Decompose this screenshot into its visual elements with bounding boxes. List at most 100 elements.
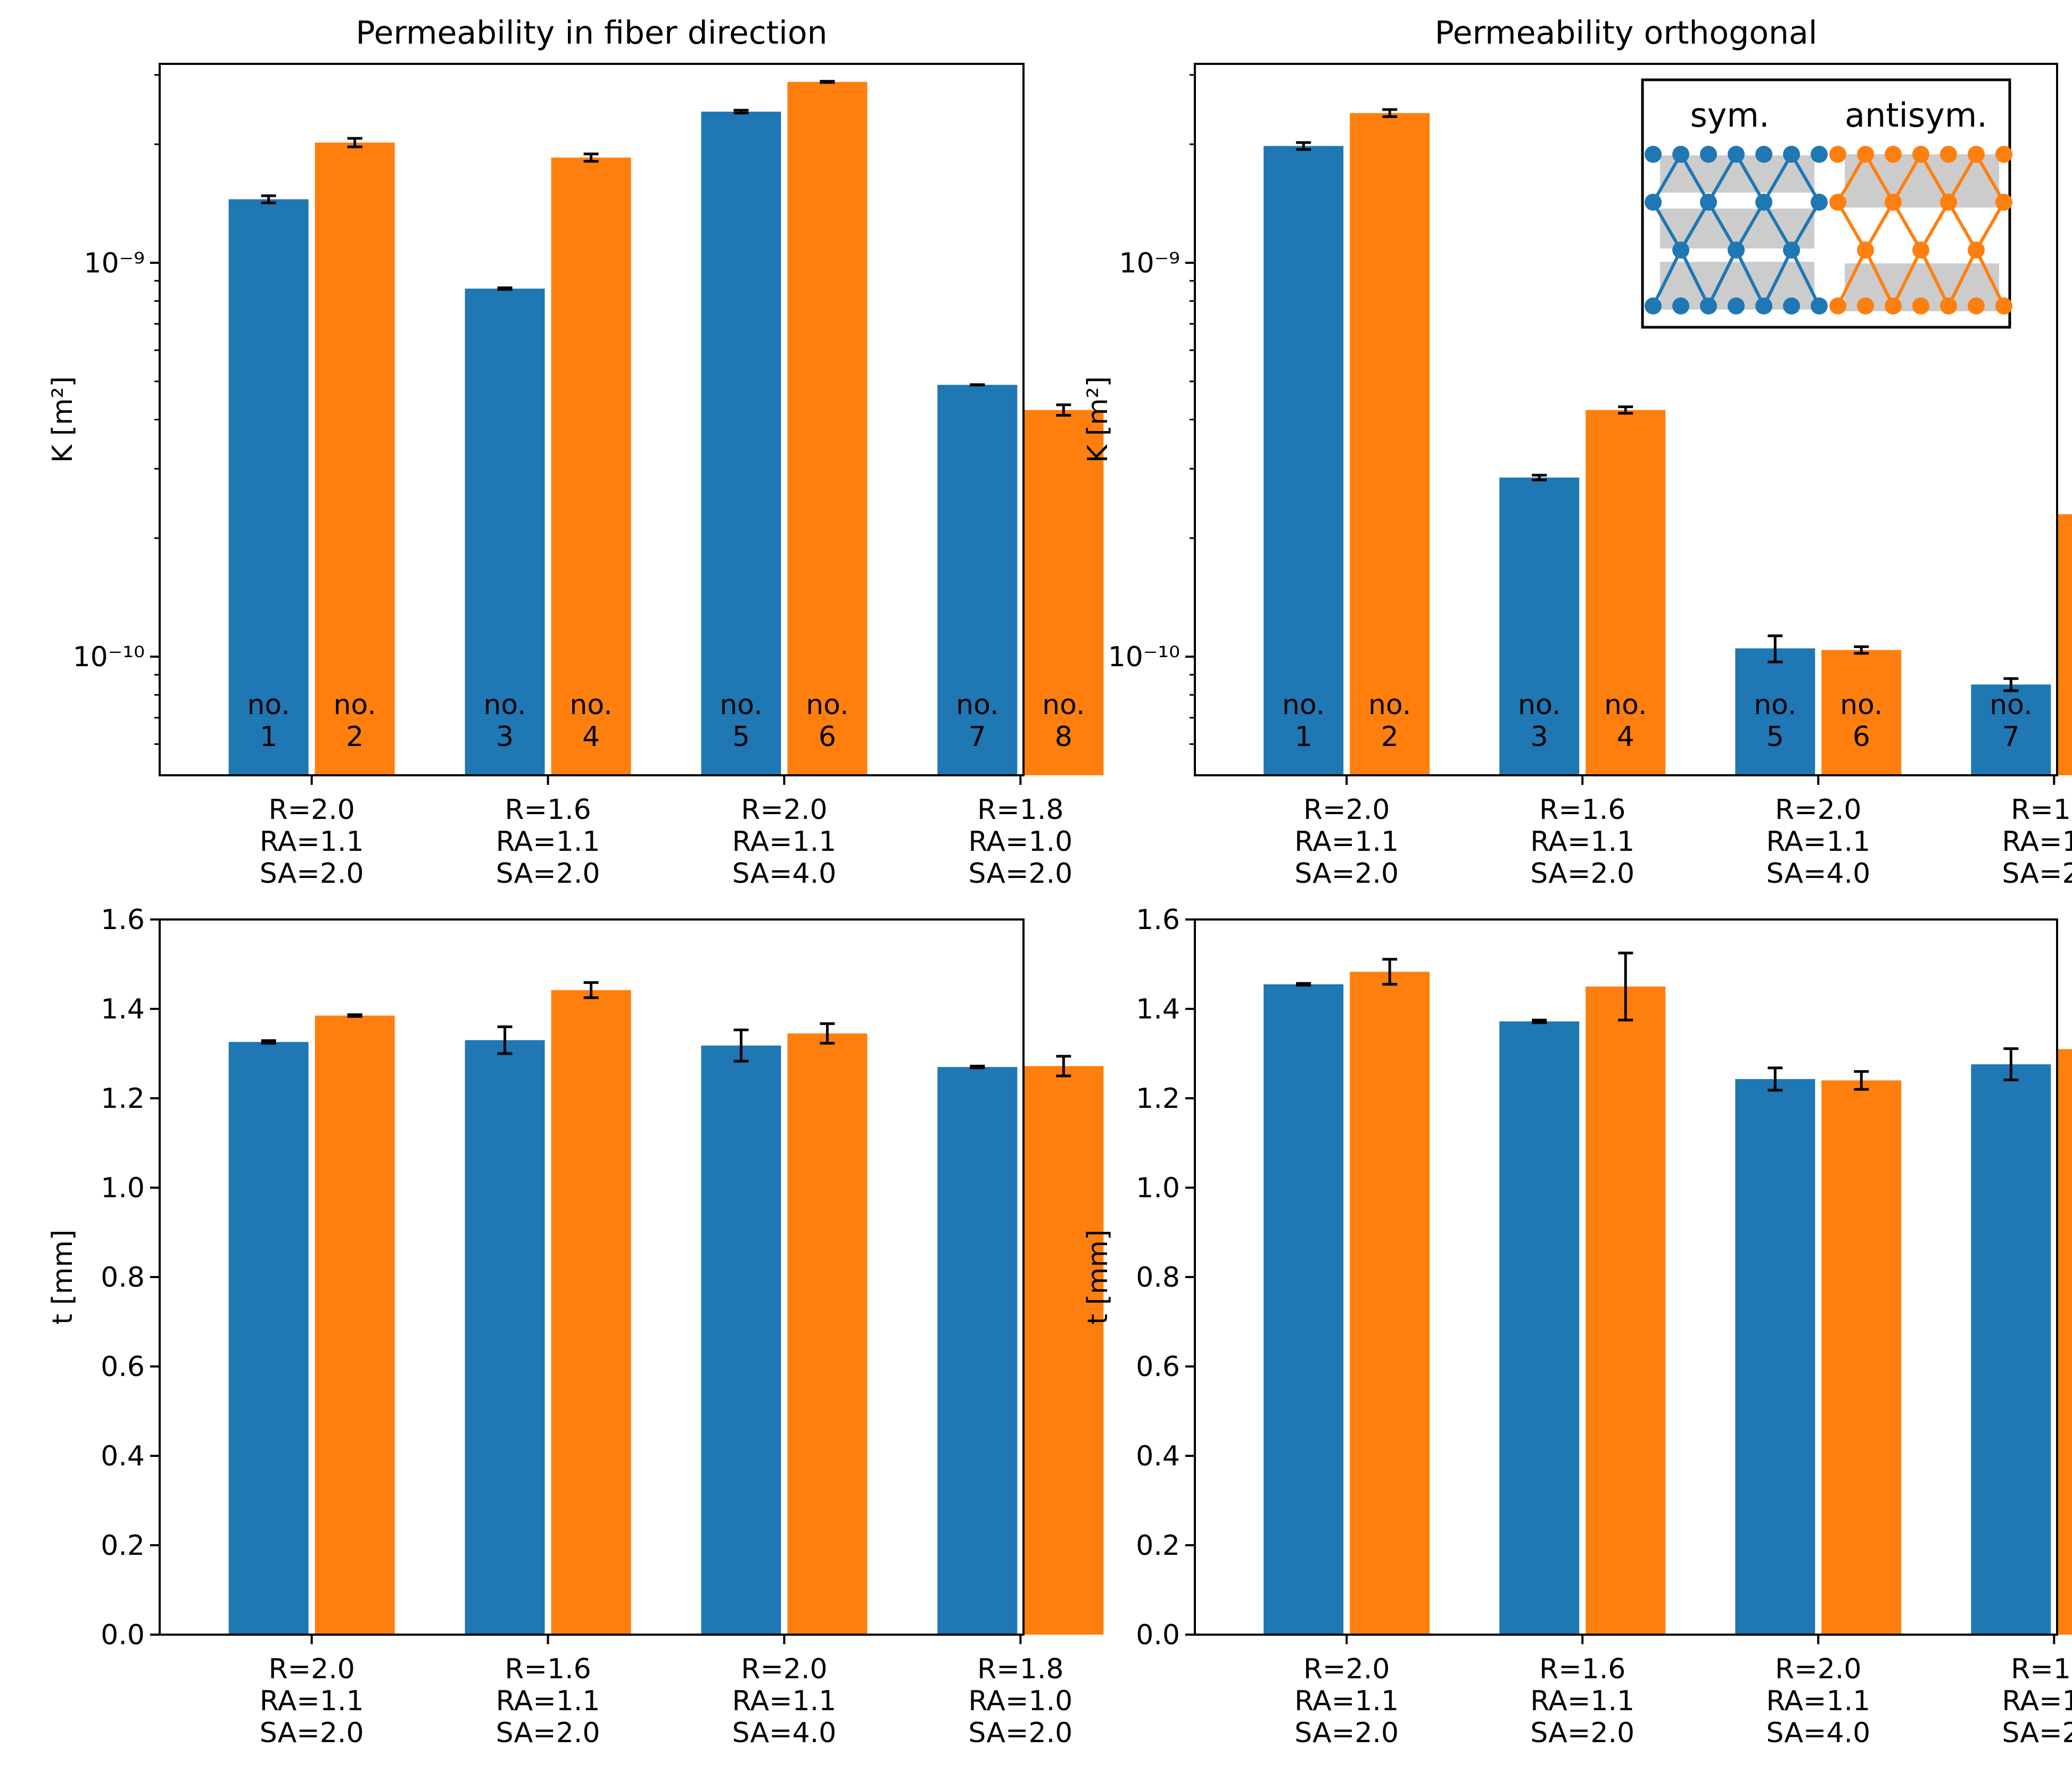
- x-tick-label: SA=2.0: [260, 1717, 364, 1749]
- x-tick-label: R=2.0: [741, 794, 827, 826]
- x-tick-label: R=2.0: [268, 794, 354, 826]
- lattice-link: [1864, 249, 1895, 307]
- y-tick-label: 1.4: [101, 993, 145, 1025]
- bar-label: no.: [569, 689, 612, 721]
- bar-antisym: [1586, 987, 1666, 1635]
- y-tick-label: 0.4: [101, 1440, 145, 1472]
- lattice-node: [1700, 146, 1717, 163]
- bar-antisym: [1350, 972, 1430, 1635]
- lattice-node: [1968, 146, 1985, 163]
- lattice-node: [1783, 242, 1800, 259]
- x-tick-label: RA=1.1: [732, 826, 836, 858]
- x-tick-label: SA=2.0: [1530, 1717, 1635, 1749]
- chart-title: Permeability orthogonal: [1435, 14, 1818, 52]
- y-tick-label: 0.8: [1136, 1262, 1180, 1294]
- bar-label: 3: [1531, 721, 1548, 753]
- bar-antisym: [1023, 1066, 1104, 1635]
- x-tick-label: SA=2.0: [968, 858, 1072, 890]
- lattice-node: [1995, 146, 2012, 163]
- bar-label: 7: [969, 721, 986, 753]
- bar-sym: [465, 288, 545, 775]
- bar-label: no.: [1368, 689, 1411, 721]
- x-tick-label: R=2.0: [1775, 794, 1861, 826]
- lattice-node: [1995, 297, 2012, 314]
- chart-permeability-orthogonal: no.1no.3no.5no.7no.2no.4no.6no.810⁻¹⁰10⁻…: [1082, 14, 2072, 890]
- x-tick-label: RA=1.1: [732, 1685, 836, 1717]
- lattice-node: [1755, 297, 1772, 314]
- bar-antisym: [551, 158, 631, 775]
- bar-label: 8: [1055, 721, 1072, 753]
- y-tick-label: 1.4: [1136, 993, 1180, 1025]
- bar-sym: [1971, 1064, 2051, 1635]
- legend-antisym-label: antisym.: [1845, 96, 1987, 135]
- lattice-link: [1836, 249, 1867, 307]
- bar-label: no.: [1042, 689, 1085, 721]
- bar-sym: [701, 1045, 781, 1635]
- y-tick-label: 0.0: [1136, 1619, 1180, 1651]
- lattice-node: [1755, 194, 1772, 211]
- bar-label: no.: [806, 689, 848, 721]
- chart-thickness-orthogonal: 0.00.20.40.60.81.01.21.41.6R=2.0RA=1.1SA…: [1082, 904, 2072, 1749]
- bar-label: 2: [1381, 721, 1399, 753]
- y-axis-label: t [mm]: [1082, 1230, 1114, 1325]
- legend-inset: sym. antisym.: [1641, 78, 2012, 329]
- lattice-node: [1885, 146, 1902, 163]
- lattice-link: [1679, 153, 1710, 203]
- x-tick-label: RA=1.0: [968, 826, 1072, 858]
- chart-permeability-fiber: no.1no.3no.5no.7no.2no.4no.6no.810⁻¹⁰10⁻…: [47, 14, 1104, 890]
- lattice-node: [1728, 297, 1745, 314]
- bar-sym: [937, 385, 1018, 775]
- lattice-node: [1940, 297, 1957, 314]
- x-tick-label: RA=1.1: [496, 826, 600, 858]
- y-axis-label: K [m²]: [47, 376, 79, 463]
- lattice-node: [1968, 242, 1985, 259]
- bar-label: no.: [1604, 689, 1647, 721]
- lattice-node: [1940, 194, 1957, 211]
- y-tick-label: 0.2: [1136, 1530, 1180, 1562]
- lattice-link: [1864, 153, 1895, 203]
- x-tick-label: SA=2.0: [496, 858, 600, 890]
- y-tick-label: 1.0: [1136, 1172, 1180, 1204]
- lattice-node: [1829, 297, 1846, 314]
- x-tick-label: RA=1.0: [968, 1685, 1072, 1717]
- antisymmetric-structure-icon: [1829, 146, 2012, 314]
- bar-antisym: [2057, 514, 2072, 775]
- bar-label: no.: [1282, 689, 1325, 721]
- lattice-node: [1829, 194, 1846, 211]
- lattice-link: [1975, 249, 2005, 307]
- bar-antisym: [315, 1015, 395, 1635]
- x-tick-label: R=2.0: [1303, 794, 1390, 826]
- lattice-node: [1885, 297, 1902, 314]
- x-tick-label: SA=4.0: [732, 1717, 837, 1749]
- x-tick-label: RA=1.0: [2002, 1685, 2072, 1717]
- lattice-node: [1940, 146, 1957, 163]
- x-tick-label: SA=4.0: [1766, 1717, 1870, 1749]
- lattice-link: [1707, 153, 1738, 203]
- lattice-link: [1762, 201, 1793, 251]
- x-tick-label: R=2.0: [741, 1653, 827, 1685]
- lattice-node: [1968, 297, 1985, 314]
- lattice-node: [1857, 146, 1874, 163]
- x-tick-label: RA=1.1: [1294, 1685, 1399, 1717]
- chart-thickness-fiber: 0.00.20.40.60.81.01.21.41.6R=2.0RA=1.1SA…: [47, 904, 1104, 1749]
- y-axis-label: t [mm]: [47, 1230, 79, 1325]
- bar-antisym: [787, 81, 868, 776]
- y-tick-label: 0.0: [101, 1619, 145, 1651]
- chart-title: Permeability in fiber direction: [356, 14, 827, 52]
- x-tick-label: R=1.6: [1539, 794, 1625, 826]
- lattice-link: [1892, 201, 1922, 251]
- lattice-node: [1811, 297, 1828, 314]
- x-tick-label: SA=2.0: [2002, 1717, 2072, 1749]
- bar-sym: [465, 1040, 545, 1635]
- y-tick-label: 0.4: [1136, 1440, 1180, 1472]
- bar-label: 3: [496, 721, 514, 753]
- x-tick-label: RA=1.1: [260, 826, 364, 858]
- x-tick-label: R=2.0: [1303, 1653, 1390, 1685]
- lattice-link: [1836, 201, 1867, 251]
- bar-sym: [937, 1067, 1018, 1635]
- lattice-link: [1735, 201, 1765, 251]
- x-tick-label: RA=1.1: [260, 1685, 364, 1717]
- lattice-link: [1679, 249, 1710, 307]
- bar-sym: [228, 199, 309, 776]
- x-tick-label: R=1.6: [505, 794, 591, 826]
